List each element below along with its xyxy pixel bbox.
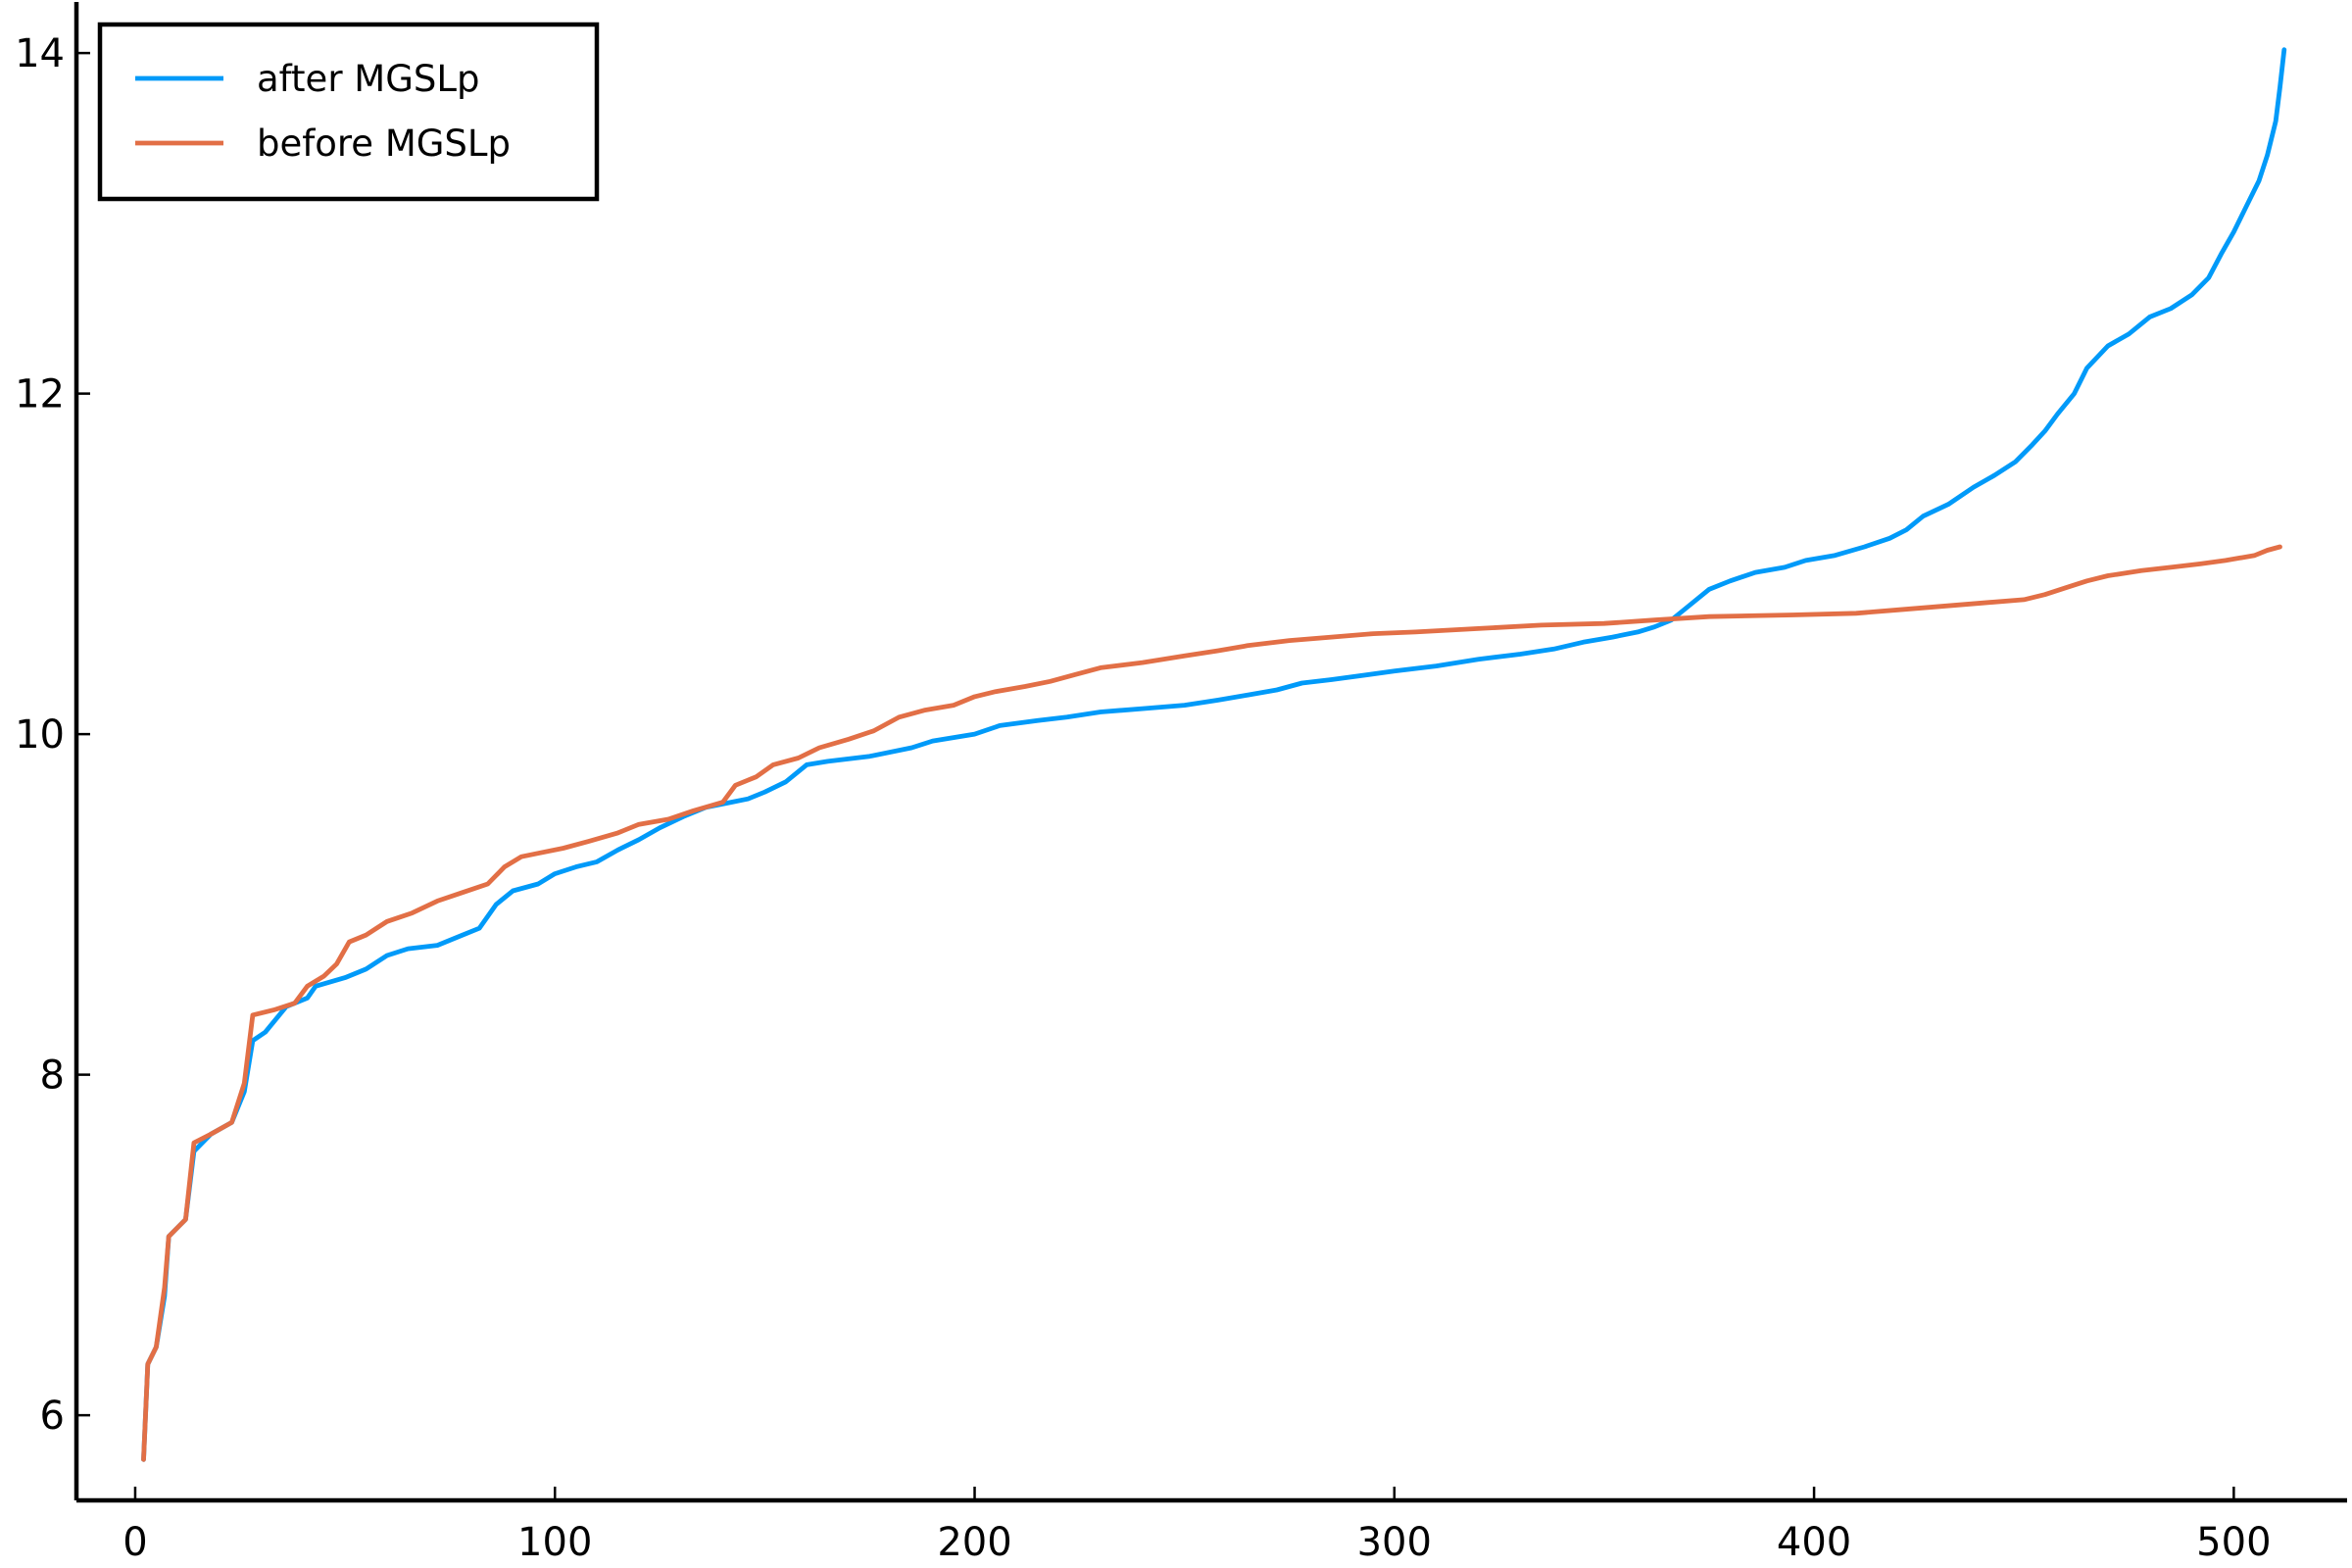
x-axis: 0 100 200 300 400 500 [76, 1487, 2347, 1565]
y-tick-label: 12 [15, 372, 65, 417]
series-group [141, 47, 2287, 1462]
legend-label-after-mgslp: after MGSLp [257, 58, 479, 100]
legend-box [97, 22, 600, 202]
y-axis: 6 8 10 12 14 [15, 2, 90, 1500]
x-tick-label: 300 [1357, 1520, 1432, 1565]
y-tick-label: 10 [15, 712, 65, 758]
x-tick-label: 100 [517, 1520, 592, 1565]
y-tick-label: 14 [15, 31, 65, 76]
series-line-before-mgslp [141, 544, 2282, 1462]
y-tick-label: 8 [40, 1054, 65, 1099]
x-tick-label: 500 [2196, 1520, 2271, 1565]
legend: after MGSLp before MGSLp [97, 22, 600, 202]
series-line-after-mgslp [141, 47, 2287, 1462]
x-tick-label: 200 [937, 1520, 1011, 1565]
y-tick-label: 6 [40, 1394, 65, 1439]
x-tick-label: 400 [1777, 1520, 1851, 1565]
legend-label-before-mgslp: before MGSLp [257, 122, 511, 165]
x-tick-label: 0 [122, 1520, 147, 1565]
